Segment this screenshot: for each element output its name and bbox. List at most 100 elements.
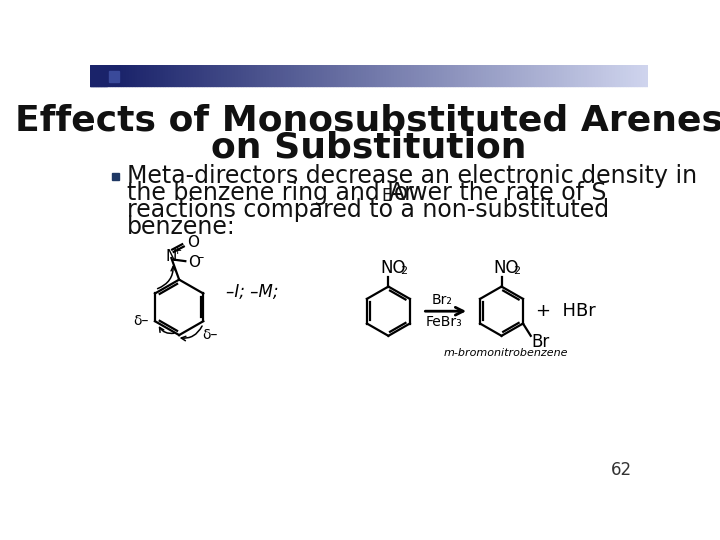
Text: δ–: δ–: [202, 328, 217, 342]
Bar: [249, 65, 252, 86]
Text: NO: NO: [381, 259, 406, 277]
Text: the benzene ring and lower the rate of S: the benzene ring and lower the rate of S: [127, 181, 607, 205]
Bar: [143, 65, 145, 86]
Bar: [547, 65, 550, 86]
Bar: [364, 65, 366, 86]
Text: N: N: [165, 249, 176, 264]
Bar: [425, 65, 428, 86]
Bar: [218, 65, 221, 86]
Bar: [441, 65, 444, 86]
Bar: [545, 65, 547, 86]
Bar: [330, 65, 333, 86]
Bar: [291, 65, 294, 86]
Bar: [213, 65, 215, 86]
Bar: [469, 65, 472, 86]
Bar: [124, 65, 126, 86]
Bar: [631, 65, 634, 86]
Bar: [305, 65, 307, 86]
Bar: [238, 65, 240, 86]
Bar: [637, 65, 639, 86]
Bar: [411, 65, 414, 86]
Bar: [428, 65, 431, 86]
Bar: [447, 65, 450, 86]
Bar: [612, 65, 615, 86]
Bar: [168, 65, 171, 86]
Bar: [634, 65, 637, 86]
Bar: [300, 65, 302, 86]
Bar: [221, 65, 224, 86]
Bar: [132, 65, 135, 86]
Bar: [280, 65, 282, 86]
Bar: [258, 65, 260, 86]
Bar: [96, 65, 99, 86]
Text: +  HBr: + HBr: [536, 302, 595, 320]
Bar: [414, 65, 416, 86]
Bar: [467, 65, 469, 86]
Text: 62: 62: [611, 461, 632, 479]
Bar: [606, 65, 609, 86]
Bar: [322, 65, 324, 86]
Bar: [536, 65, 539, 86]
Bar: [590, 65, 593, 86]
Bar: [609, 65, 612, 86]
Bar: [380, 65, 383, 86]
Bar: [227, 65, 230, 86]
Bar: [366, 65, 369, 86]
Bar: [514, 65, 517, 86]
Bar: [112, 65, 115, 86]
Bar: [93, 65, 96, 86]
Bar: [400, 65, 402, 86]
Bar: [341, 65, 344, 86]
Bar: [500, 65, 503, 86]
Bar: [193, 65, 196, 86]
Bar: [386, 65, 389, 86]
Text: –I; –M;: –I; –M;: [226, 283, 279, 301]
Bar: [121, 65, 124, 86]
Bar: [196, 65, 199, 86]
Bar: [520, 65, 523, 86]
Bar: [620, 65, 623, 86]
Bar: [645, 65, 648, 86]
Text: +: +: [173, 246, 182, 256]
Bar: [104, 65, 107, 86]
Bar: [282, 65, 285, 86]
Bar: [534, 65, 536, 86]
Text: –: –: [197, 251, 203, 264]
Text: benzene:: benzene:: [127, 215, 236, 239]
Text: O: O: [187, 235, 199, 250]
Bar: [553, 65, 556, 86]
Bar: [528, 65, 531, 86]
Bar: [182, 65, 185, 86]
Bar: [109, 71, 120, 82]
Bar: [505, 65, 508, 86]
Bar: [347, 65, 349, 86]
Bar: [598, 65, 600, 86]
Bar: [90, 70, 107, 86]
Bar: [302, 65, 305, 86]
Bar: [188, 65, 190, 86]
Bar: [171, 65, 174, 86]
Bar: [115, 65, 118, 86]
Bar: [531, 65, 534, 86]
Bar: [405, 65, 408, 86]
Bar: [377, 65, 380, 86]
Bar: [559, 65, 562, 86]
Bar: [595, 65, 598, 86]
Text: m-bromonitrobenzene: m-bromonitrobenzene: [443, 348, 567, 358]
Bar: [584, 65, 587, 86]
Bar: [489, 65, 492, 86]
Bar: [475, 65, 478, 86]
Bar: [392, 65, 394, 86]
Bar: [90, 65, 93, 86]
Bar: [252, 65, 255, 86]
Bar: [288, 65, 291, 86]
Bar: [319, 65, 322, 86]
Bar: [333, 65, 336, 86]
Bar: [235, 65, 238, 86]
Bar: [307, 65, 310, 86]
Bar: [316, 65, 319, 86]
Bar: [344, 65, 346, 86]
Bar: [157, 65, 160, 86]
Bar: [562, 65, 564, 86]
Bar: [202, 65, 204, 86]
